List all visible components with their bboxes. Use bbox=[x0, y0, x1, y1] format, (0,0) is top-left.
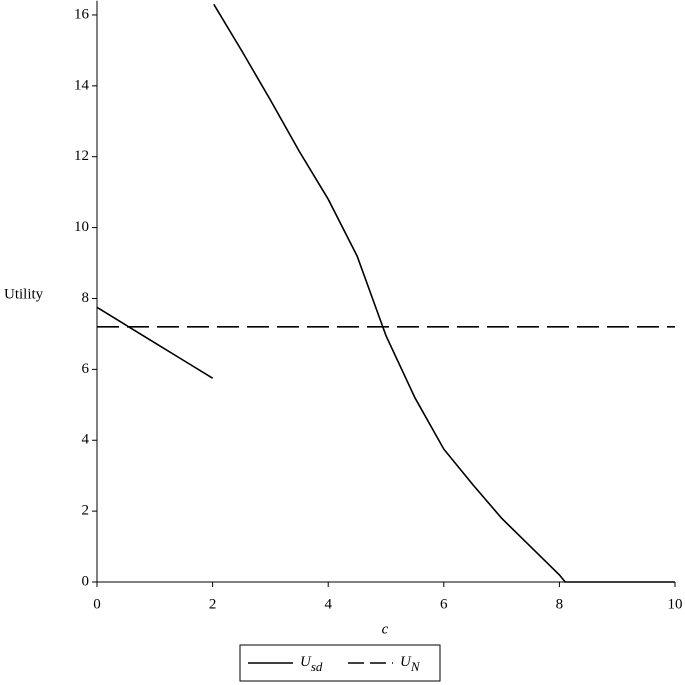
x-tick-label: 6 bbox=[440, 596, 448, 612]
series-line bbox=[96, 3, 675, 583]
legend-label-main: U bbox=[300, 654, 312, 670]
y-tick-label: 14 bbox=[74, 77, 90, 93]
y-tick-label: 6 bbox=[82, 361, 90, 377]
y-tick-label: 16 bbox=[74, 6, 90, 22]
legend-label: Usd bbox=[300, 654, 323, 674]
x-tick-label: 10 bbox=[668, 596, 683, 612]
legend-label-main: U bbox=[400, 654, 412, 670]
y-tick-label: 8 bbox=[82, 290, 90, 306]
x-tick-label: 4 bbox=[324, 596, 332, 612]
legend-label-sub: N bbox=[410, 659, 421, 674]
y-tick-label: 4 bbox=[82, 432, 90, 448]
legend-label: UN bbox=[400, 654, 421, 674]
x-axis-label: c bbox=[382, 621, 389, 637]
x-tick-label: 2 bbox=[209, 596, 217, 612]
y-tick-label: 10 bbox=[74, 219, 89, 235]
y-axis-label: Utility bbox=[4, 286, 44, 302]
x-tick-label: 8 bbox=[556, 596, 564, 612]
legend-box bbox=[239, 644, 441, 682]
legend-label-sub: sd bbox=[311, 659, 323, 674]
y-tick-label: 2 bbox=[82, 503, 90, 519]
y-tick-label: 0 bbox=[82, 573, 90, 589]
x-tick-label: 0 bbox=[93, 596, 101, 612]
y-tick-label: 12 bbox=[74, 148, 89, 164]
